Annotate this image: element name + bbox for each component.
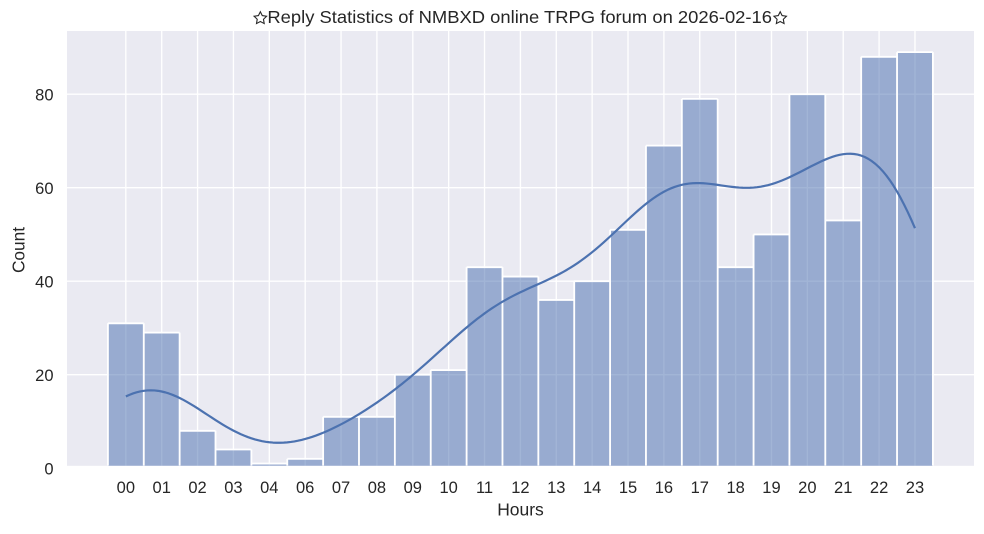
svg-text:19: 19	[762, 479, 780, 497]
svg-text:10: 10	[439, 479, 457, 497]
svg-text:03: 03	[224, 479, 242, 497]
svg-text:23: 23	[906, 479, 924, 497]
svg-text:20: 20	[798, 479, 816, 497]
svg-text:Hours: Hours	[497, 500, 544, 520]
svg-text:06: 06	[296, 479, 314, 497]
svg-text:Count: Count	[9, 227, 29, 273]
svg-text:11: 11	[476, 479, 493, 497]
svg-text:14: 14	[583, 479, 601, 497]
svg-text:60: 60	[35, 180, 53, 198]
svg-text:Reply Statistics of NMBXD onli: Reply Statistics of NMBXD online TRPG fo…	[267, 7, 772, 27]
svg-text:09: 09	[404, 479, 422, 497]
svg-text:07: 07	[332, 479, 350, 497]
svg-text:15: 15	[619, 479, 637, 497]
svg-text:18: 18	[726, 479, 744, 497]
svg-text:22: 22	[870, 479, 888, 497]
svg-text:08: 08	[368, 479, 386, 497]
svg-text:20: 20	[35, 367, 53, 385]
svg-text:40: 40	[35, 274, 53, 292]
svg-text:00: 00	[117, 479, 135, 497]
svg-text:80: 80	[35, 87, 53, 105]
svg-text:01: 01	[153, 479, 171, 497]
svg-text:12: 12	[511, 479, 529, 497]
svg-text:0: 0	[44, 461, 53, 479]
svg-text:02: 02	[188, 479, 206, 497]
svg-text:04: 04	[260, 479, 278, 497]
svg-text:13: 13	[547, 479, 565, 497]
svg-text:17: 17	[691, 479, 709, 497]
svg-text:16: 16	[655, 479, 673, 497]
svg-text:21: 21	[834, 479, 852, 497]
